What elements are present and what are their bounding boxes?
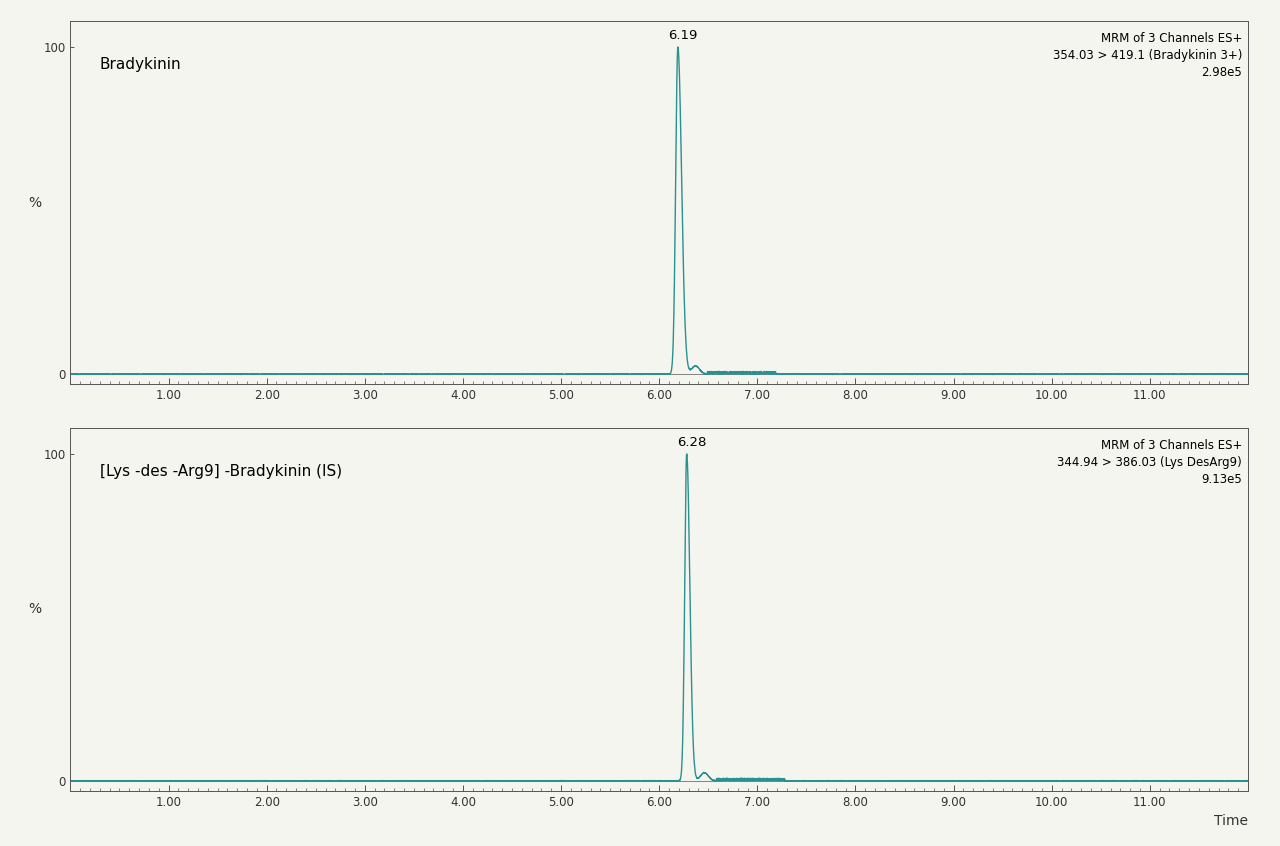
X-axis label: Time: Time	[1213, 815, 1248, 828]
Text: 6.28: 6.28	[677, 437, 707, 449]
Text: [Lys -des -Arg9] -Bradykinin (IS): [Lys -des -Arg9] -Bradykinin (IS)	[100, 464, 342, 479]
Y-axis label: %: %	[28, 602, 41, 617]
Text: MRM of 3 Channels ES+
344.94 > 386.03 (Lys DesArg9)
9.13e5: MRM of 3 Channels ES+ 344.94 > 386.03 (L…	[1057, 439, 1242, 486]
Y-axis label: %: %	[28, 195, 41, 210]
Text: MRM of 3 Channels ES+
354.03 > 419.1 (Bradykinin 3+)
2.98e5: MRM of 3 Channels ES+ 354.03 > 419.1 (Br…	[1052, 32, 1242, 79]
Text: 6.19: 6.19	[668, 30, 698, 42]
Text: Bradykinin: Bradykinin	[100, 58, 182, 73]
